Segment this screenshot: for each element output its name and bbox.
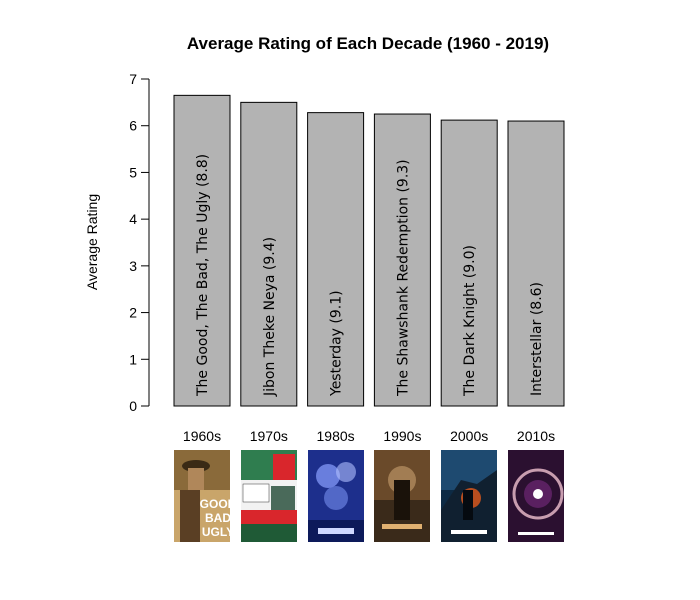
y-tick-label: 2: [129, 305, 137, 321]
bar: [240, 101, 298, 407]
bar: [440, 119, 498, 407]
category-label: 2010s: [517, 428, 555, 444]
chart-title: Average Rating of Each Decade (1960 - 20…: [187, 34, 549, 53]
poster-interstellar-icon: [508, 450, 564, 542]
bar-label: Interstellar (8.6): [529, 282, 545, 396]
y-tick-label: 6: [129, 118, 137, 134]
bar: [307, 112, 365, 407]
y-tick-label: 1: [129, 351, 137, 367]
poster-shawshank-icon: [374, 450, 431, 542]
poster-dark-knight-icon: [441, 450, 498, 542]
bar-label: The Good, The Bad, The Ugly (8.8): [195, 154, 211, 397]
poster-good-bad-ugly-icon: GOOD BAD UGLY: [174, 450, 230, 542]
poster-yesterday-icon: [307, 450, 364, 542]
y-tick-label: 5: [129, 164, 137, 180]
y-axis: 0 1 2 3 4 5 6 7: [129, 71, 150, 414]
bars-group: The Good, The Bad, The Ugly (8.8) Jibon T…: [173, 94, 565, 407]
y-tick-label: 0: [129, 398, 137, 414]
bar-label: The Shawshank Redemption (9.3): [395, 159, 411, 397]
y-tick-label: 3: [129, 258, 137, 274]
category-label: 1990s: [383, 428, 421, 444]
category-label: 1960s: [183, 428, 221, 444]
bar-label: Yesterday (9.1): [329, 290, 345, 397]
y-tick-label: 7: [129, 71, 137, 87]
svg-text:BAD: BAD: [205, 511, 230, 525]
bar: [507, 120, 565, 407]
category-label: 2000s: [450, 428, 488, 444]
svg-text:GOOD: GOOD: [200, 497, 230, 511]
bar: [173, 94, 231, 407]
category-label: 1970s: [250, 428, 288, 444]
poster-jibon-theke-neya-icon: [240, 450, 297, 542]
x-axis-labels: 1960s 1970s 1980s 1990s 2000s 2010s: [183, 428, 555, 444]
category-label: 1980s: [317, 428, 355, 444]
bar: [373, 113, 431, 407]
y-tick-label: 4: [129, 211, 137, 227]
svg-text:UGLY: UGLY: [202, 525, 230, 539]
y-axis-label: Average Rating: [84, 194, 100, 290]
bar-label: Jibon Theke Neya (9.4): [262, 237, 278, 397]
bar-label: The Dark Knight (9.0): [462, 245, 478, 397]
